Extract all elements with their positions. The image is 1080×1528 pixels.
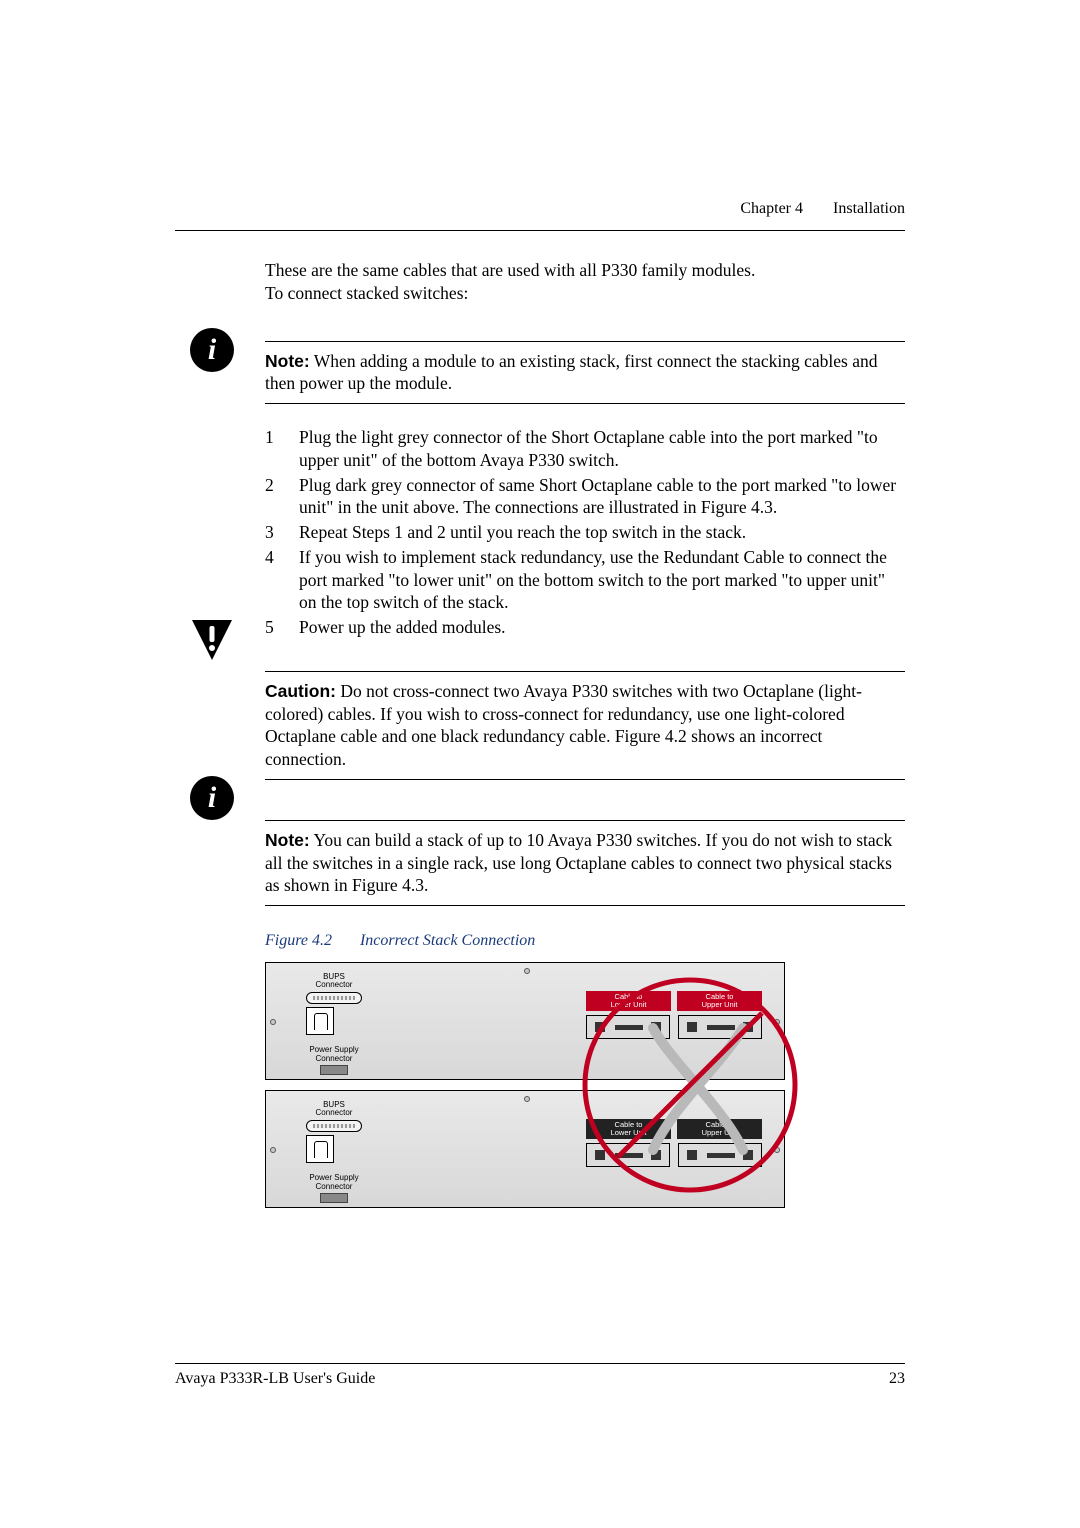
bups-connector-area: BUPS Connector xyxy=(288,973,380,1004)
note-label: Note: xyxy=(265,830,310,850)
step-number: 1 xyxy=(265,426,299,472)
caution-callout: Caution: Do not cross-connect two Avaya … xyxy=(265,671,905,780)
note-icon: i xyxy=(190,776,234,820)
step-number: 2 xyxy=(265,474,299,520)
figure-title: Incorrect Stack Connection xyxy=(360,932,535,949)
info-icon: i xyxy=(190,328,234,372)
power-switch-icon xyxy=(306,1007,334,1035)
page-header: Chapter 4 Installation xyxy=(175,200,905,218)
stacking-port-panel: Cable to Lower Unit Cable to Upper Unit xyxy=(586,1143,762,1183)
list-item: 2 Plug dark grey connector of same Short… xyxy=(265,474,905,520)
port-upper-icon xyxy=(678,1015,762,1039)
bups-label: BUPS Connector xyxy=(288,973,380,990)
screw-icon xyxy=(270,1019,276,1025)
step-text: Plug the light grey connector of the Sho… xyxy=(299,426,905,472)
psu-connector-icon xyxy=(320,1193,348,1203)
intro-line-1: These are the same cables that are used … xyxy=(265,259,905,282)
screw-icon xyxy=(774,1147,780,1153)
bups-connector-icon xyxy=(306,992,362,1004)
port-lower-icon xyxy=(586,1015,670,1039)
port-label-upper: Cable to Upper Unit xyxy=(677,1119,762,1139)
port-upper-icon xyxy=(678,1143,762,1167)
bups-label: BUPS Connector xyxy=(288,1101,380,1118)
info-icon: i xyxy=(190,776,234,820)
switch-unit-top: BUPS Connector Power Supply Connector Ca… xyxy=(265,962,785,1080)
note-callout-1: Note: When adding a module to an existin… xyxy=(265,341,905,405)
screw-icon xyxy=(774,1019,780,1025)
figure-label: Figure 4.2 xyxy=(265,932,332,949)
callout-rule xyxy=(265,905,905,906)
note-text: You can build a stack of up to 10 Avaya … xyxy=(265,830,892,896)
chapter-title: Installation xyxy=(833,200,905,217)
callout-rule xyxy=(265,779,905,780)
chapter-label: Chapter 4 xyxy=(740,200,803,217)
psu-label: Power Supply Connector xyxy=(288,1174,380,1191)
list-item: 4 If you wish to implement stack redunda… xyxy=(265,546,905,614)
note-label: Note: xyxy=(265,351,310,371)
caution-text: Do not cross-connect two Avaya P330 swit… xyxy=(265,681,862,769)
intro-paragraph: These are the same cables that are used … xyxy=(265,259,905,305)
note-text: When adding a module to an existing stac… xyxy=(265,351,878,394)
port-label-lower: Cable to Lower Unit xyxy=(586,1119,671,1139)
psu-label: Power Supply Connector xyxy=(288,1046,380,1063)
footer-rule xyxy=(175,1363,905,1364)
port-label-upper: Cable to Upper Unit xyxy=(677,991,762,1011)
note-icon: i xyxy=(190,328,234,372)
psu-connector-icon xyxy=(320,1065,348,1075)
screw-icon xyxy=(524,1096,530,1102)
power-switch-icon xyxy=(306,1135,334,1163)
header-rule xyxy=(175,230,905,231)
callout-rule xyxy=(265,403,905,404)
screw-icon xyxy=(524,968,530,974)
psu-connector-area: Power Supply Connector xyxy=(288,1046,380,1075)
step-number: 5 xyxy=(265,616,299,639)
caution-icon xyxy=(190,618,234,662)
intro-line-2: To connect stacked switches: xyxy=(265,282,905,305)
page-footer: Avaya P333R-LB User's Guide 23 xyxy=(175,1363,905,1388)
warning-shield-icon xyxy=(190,618,234,662)
list-item: 3 Repeat Steps 1 and 2 until you reach t… xyxy=(265,521,905,544)
step-text: Plug dark grey connector of same Short O… xyxy=(299,474,905,520)
bups-connector-icon xyxy=(306,1120,362,1132)
bups-connector-area: BUPS Connector xyxy=(288,1101,380,1132)
screw-icon xyxy=(270,1147,276,1153)
stacking-port-panel: Cable to Lower Unit Cable to Upper Unit xyxy=(586,1015,762,1055)
figure-4-2: BUPS Connector Power Supply Connector Ca… xyxy=(265,962,785,1208)
footer-guide-title: Avaya P333R-LB User's Guide xyxy=(175,1370,375,1388)
port-lower-icon xyxy=(586,1143,670,1167)
step-number: 3 xyxy=(265,521,299,544)
switch-unit-bottom: BUPS Connector Power Supply Connector Ca… xyxy=(265,1090,785,1208)
caution-label: Caution: xyxy=(265,681,336,701)
step-text: Power up the added modules. xyxy=(299,616,905,639)
step-text: Repeat Steps 1 and 2 until you reach the… xyxy=(299,521,905,544)
psu-connector-area: Power Supply Connector xyxy=(288,1174,380,1203)
list-item: 1 Plug the light grey connector of the S… xyxy=(265,426,905,472)
port-label-lower: Cable to Lower Unit xyxy=(586,991,671,1011)
steps-list: 1 Plug the light grey connector of the S… xyxy=(265,426,905,639)
step-text: If you wish to implement stack redundanc… xyxy=(299,546,905,614)
list-item: 5 Power up the added modules. xyxy=(265,616,905,639)
note-callout-2: Note: You can build a stack of up to 10 … xyxy=(265,820,905,906)
step-number: 4 xyxy=(265,546,299,614)
footer-page-number: 23 xyxy=(889,1370,905,1388)
figure-caption: Figure 4.2 Incorrect Stack Connection xyxy=(265,932,905,950)
